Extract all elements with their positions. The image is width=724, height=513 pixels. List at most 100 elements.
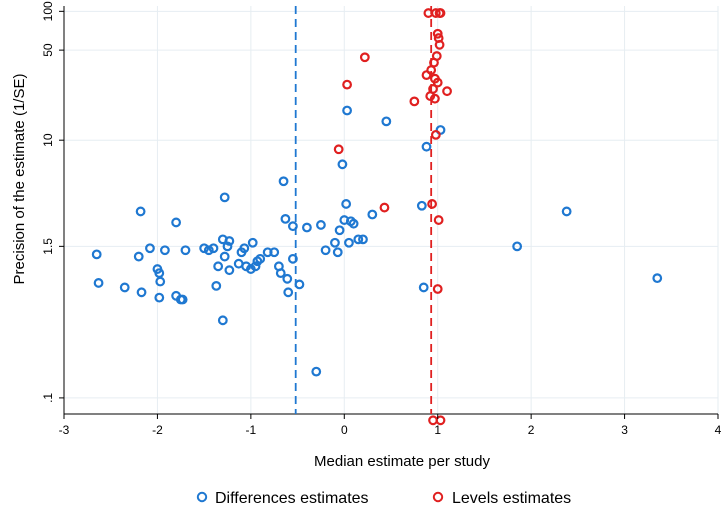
data-point <box>275 268 286 279</box>
data-point <box>430 93 440 104</box>
data-point <box>430 129 441 140</box>
data-point <box>435 8 446 18</box>
data-points <box>91 8 663 426</box>
data-point <box>418 282 429 293</box>
data-point <box>160 245 170 256</box>
data-point <box>278 176 289 187</box>
legend-label-levels: Levels estimates <box>452 490 571 507</box>
x-axis-ticks: -3 -2 -1 0 1 2 3 4 <box>59 414 722 437</box>
data-point <box>427 199 438 209</box>
data-point <box>348 218 359 229</box>
data-point <box>280 213 291 224</box>
data-point <box>330 237 340 248</box>
x-tick-label: 4 <box>715 423 722 437</box>
series-levels <box>333 8 452 426</box>
x-axis-title: Median estimate per study <box>314 453 490 470</box>
data-point <box>219 251 230 262</box>
data-point <box>288 253 298 264</box>
data-point <box>379 202 390 213</box>
plot-frame <box>63 6 718 415</box>
data-point <box>342 79 352 90</box>
x-tick-label: -2 <box>152 423 163 437</box>
data-point <box>431 51 442 61</box>
data-point <box>337 159 348 170</box>
x-tick-label: 3 <box>621 423 628 437</box>
y-tick-label: 1.5 <box>41 238 55 255</box>
y-tick-label: 100 <box>41 1 55 21</box>
data-point <box>342 105 352 116</box>
data-point <box>381 116 392 127</box>
data-point <box>208 243 219 254</box>
data-point <box>432 77 443 88</box>
data-point <box>199 243 210 254</box>
data-point <box>269 247 280 258</box>
data-point <box>155 276 166 287</box>
data-point <box>180 245 191 256</box>
data-point <box>211 280 222 291</box>
data-point <box>367 209 378 220</box>
data-point <box>561 206 572 217</box>
y-tick-label: .1 <box>41 393 55 403</box>
data-point <box>119 282 130 293</box>
data-point <box>435 415 446 426</box>
data-point <box>255 253 266 264</box>
data-point <box>332 247 343 258</box>
data-point <box>213 261 224 272</box>
legend-marker-differences <box>196 491 208 503</box>
x-tick-label: 2 <box>528 423 535 437</box>
data-point <box>93 278 104 288</box>
data-point <box>91 249 102 260</box>
data-point <box>171 217 182 228</box>
data-point <box>652 273 663 284</box>
x-tick-label: 0 <box>341 423 348 437</box>
data-point <box>217 315 228 326</box>
data-point <box>432 284 443 294</box>
data-point <box>442 86 452 97</box>
data-point <box>434 39 445 50</box>
y-tick-label: 50 <box>41 43 55 57</box>
data-point <box>320 245 331 256</box>
data-point <box>302 222 312 233</box>
data-point <box>311 366 322 377</box>
data-point <box>219 192 230 203</box>
data-point <box>222 241 233 252</box>
data-point <box>133 251 144 262</box>
data-point <box>250 261 261 272</box>
series-differences <box>91 105 663 377</box>
data-point <box>353 234 364 245</box>
data-point <box>333 144 344 155</box>
data-point <box>239 243 250 254</box>
data-point <box>512 241 523 252</box>
data-point <box>288 221 298 232</box>
x-tick-label: -1 <box>246 423 257 437</box>
data-point <box>224 265 235 276</box>
data-point <box>430 8 441 18</box>
data-point <box>359 52 370 63</box>
data-point <box>334 225 345 236</box>
data-point <box>282 273 293 284</box>
y-axis-title: Precision of the estimate (1/SE) <box>11 74 28 285</box>
x-tick-label: 1 <box>434 423 441 437</box>
data-point <box>316 220 326 230</box>
data-point <box>416 200 427 211</box>
y-tick-label: 10 <box>41 133 55 147</box>
x-tick-label: -3 <box>59 423 70 437</box>
data-point <box>409 96 420 107</box>
data-point <box>145 243 155 254</box>
data-point <box>294 279 305 290</box>
legend-label-differences: Differences estimates <box>215 490 369 507</box>
data-point <box>428 84 438 94</box>
legend-marker-levels <box>432 491 444 503</box>
y-axis-ticks: .1 1.5 10 50 100 <box>41 1 64 403</box>
data-point <box>135 206 146 217</box>
data-point <box>344 237 354 248</box>
data-point <box>421 141 432 152</box>
data-point <box>177 294 188 305</box>
data-point <box>358 234 368 245</box>
data-point <box>154 292 165 303</box>
data-point <box>136 287 147 298</box>
data-point <box>433 215 444 225</box>
data-point <box>224 236 235 246</box>
data-point <box>203 245 214 256</box>
